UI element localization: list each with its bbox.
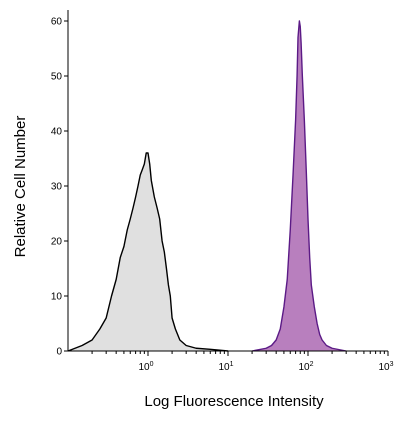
histogram-outline-stained [251,20,347,352]
x-tick-label: 102 [298,361,313,373]
y-tick-label: 30 [51,182,63,193]
x-tick-label: 100 [138,361,153,373]
y-tick-label: 10 [51,292,63,303]
y-tick-label: 60 [51,17,63,28]
y-axis-title: Relative Cell Number [12,116,29,258]
x-tick-label: 103 [378,361,393,373]
histogram-outline-control [67,152,229,352]
y-tick-label: 20 [51,237,63,248]
x-axis-title: Log Fluorescence Intensity [144,393,324,410]
y-tick-label: 50 [51,72,63,83]
y-tick-label: 40 [51,127,63,138]
series-layer [67,20,347,352]
histogram-fill-control [68,153,228,351]
y-tick-label: 0 [56,347,62,358]
ticks-layer: 0 10 20 30 40 50 60 100 101 102 103 [51,17,394,374]
histogram-fill-stained [252,21,347,351]
x-tick-label: 101 [218,361,233,373]
